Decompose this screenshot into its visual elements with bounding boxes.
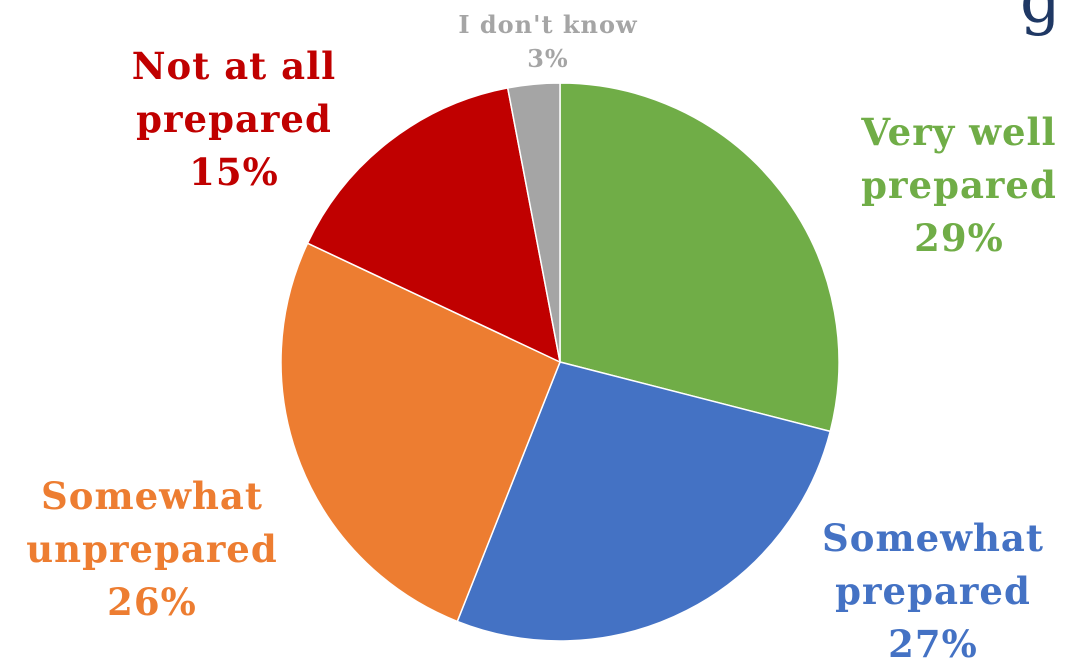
label-somewhat-prepared: Somewhat prepared 27% bbox=[800, 512, 1066, 671]
label-somewhat-prepared-line2: prepared bbox=[835, 569, 1031, 613]
pie-slice-somewhat-unprepared bbox=[280, 242, 561, 623]
label-i-dont-know-line1: I don't know bbox=[458, 10, 638, 39]
label-somewhat-unprepared-line2: unprepared bbox=[26, 527, 278, 571]
label-somewhat-unprepared-line1: Somewhat bbox=[41, 474, 263, 518]
label-not-at-all-prepared: Not at all prepared 15% bbox=[106, 40, 362, 199]
pie-slice-not-at-all-prepared bbox=[306, 87, 562, 364]
pie-slice-very-well-prepared bbox=[559, 82, 840, 433]
label-somewhat-unprepared: Somewhat unprepared 26% bbox=[8, 470, 296, 629]
cropped-title-fragment: g bbox=[1020, 0, 1061, 38]
label-i-dont-know-value: 3% bbox=[527, 44, 569, 73]
label-not-at-all-prepared-value: 15% bbox=[189, 150, 279, 194]
label-somewhat-prepared-line1: Somewhat bbox=[822, 516, 1044, 560]
label-very-well-prepared-line1: Very well bbox=[861, 110, 1057, 154]
pie-slice-somewhat-prepared bbox=[456, 361, 832, 642]
label-somewhat-unprepared-value: 26% bbox=[107, 580, 197, 624]
pie-slice-i-don-t-know bbox=[506, 82, 561, 363]
label-very-well-prepared-line2: prepared bbox=[861, 163, 1057, 207]
label-not-at-all-prepared-line1: Not at all bbox=[131, 44, 337, 88]
label-very-well-prepared: Very well prepared 29% bbox=[842, 106, 1076, 265]
label-very-well-prepared-value: 29% bbox=[914, 216, 1004, 260]
label-i-dont-know: I don't know 3% bbox=[418, 8, 678, 76]
label-not-at-all-prepared-line2: prepared bbox=[136, 97, 332, 141]
label-somewhat-prepared-value: 27% bbox=[888, 622, 978, 666]
